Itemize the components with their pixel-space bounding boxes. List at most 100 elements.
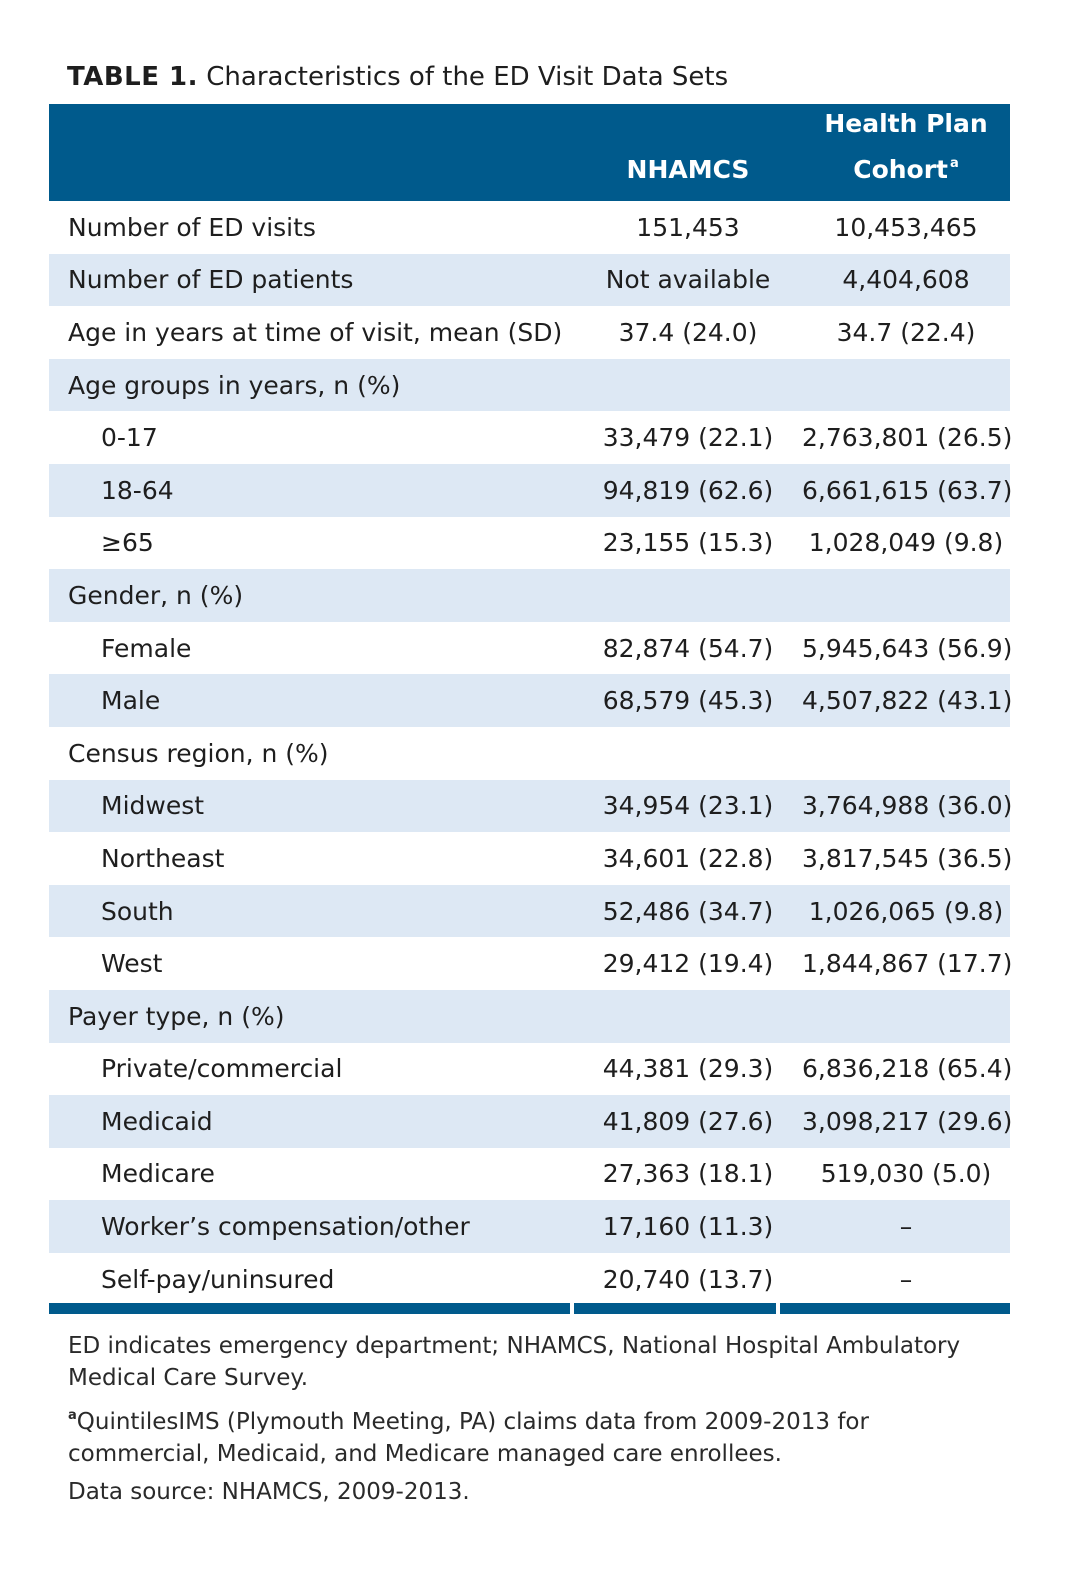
section-label: Payer type, n (%) [68,1001,285,1031]
health-plan-value: 3,817,545 (36.5) [802,843,1013,873]
table-bottom-rule [49,1303,1010,1314]
row-label: Number of ED patients [68,265,354,295]
nhamcs-value: 27,363 (18.1) [602,1159,774,1189]
abbreviations-note: ED indicates emergency department; NHAMC… [68,1333,961,1391]
nhamcs-value: Not available [605,265,771,295]
health-plan-value [802,727,1010,780]
table-caption: TABLE 1. Characteristics of the ED Visit… [67,62,728,92]
nhamcs-value: 94,819 (62.6) [602,475,774,505]
rule-gap [570,1303,574,1314]
row-label: Male [101,686,161,716]
section-row: Gender, n (%) [49,569,1010,622]
health-plan-value: 10,453,465 [834,212,978,242]
table-row: Number of ED visits 151,453 10,453,465 [49,201,1010,254]
row-label: Medicare [101,1159,215,1189]
health-plan-value: – [899,1264,913,1294]
health-plan-value: 6,661,615 (63.7) [802,475,1013,505]
footnote-a-text: QuintilesIMS (Plymouth Meeting, PA) clai… [68,1409,869,1467]
table-row: West 29,412 (19.4) 1,844,867 (17.7) [49,937,1013,990]
nhamcs-value: 33,479 (22.1) [602,423,774,453]
section-label: Age groups in years, n (%) [68,370,401,400]
health-plan-value: 1,028,049 (9.8) [808,528,1004,558]
health-plan-value [802,569,1010,622]
footnote-a: aQuintilesIMS (Plymouth Meeting, PA) cla… [68,1400,1008,1470]
nhamcs-value: 151,453 [636,212,740,242]
health-plan-value: 1,844,867 (17.7) [802,949,1013,979]
nhamcs-value [574,727,802,780]
nhamcs-value [574,569,802,622]
table-row: Northeast 34,601 (22.8) 3,817,545 (36.5) [49,832,1013,885]
table-label: TABLE 1. [67,62,199,92]
header-blank [49,104,574,201]
data-source-note: Data source: NHAMCS, 2009-2013. [68,1479,470,1505]
header-nhamcs: NHAMCS [626,155,750,184]
section-row: Age groups in years, n (%) [49,358,1010,412]
health-plan-value: 3,098,217 (29.6) [802,1106,1013,1136]
row-label: Midwest [101,791,205,821]
row-label: Medicaid [101,1106,213,1136]
health-plan-value [802,359,1010,412]
row-label: Self-pay/uninsured [101,1264,335,1294]
health-plan-value: 5,945,643 (56.9) [802,633,1013,663]
nhamcs-value: 23,155 (15.3) [602,528,774,558]
table-title: Characteristics of the ED Visit Data Set… [206,62,729,92]
row-label: West [101,949,163,979]
health-plan-value: 34.7 (22.4) [836,317,976,347]
table-row: Midwest 34,954 (23.1) 3,764,988 (36.0) [49,779,1013,833]
health-plan-value [802,990,1010,1043]
health-plan-value: 2,763,801 (26.5) [802,423,1013,453]
health-plan-value: 3,764,988 (36.0) [802,791,1013,821]
row-label: Age in years at time of visit, mean (SD) [68,317,563,347]
table-row: Self-pay/uninsured 20,740 (13.7) – [49,1253,1010,1306]
table-row: Worker’s compensation/other 17,160 (11.3)… [49,1200,1010,1253]
table-row: Medicaid 41,809 (27.6) 3,098,217 (29.6) [49,1095,1013,1148]
table-row: 0-17 33,479 (22.1) 2,763,801 (26.5) [49,411,1013,464]
footnote-marker-a: a [950,156,959,171]
table-row: South 52,486 (34.7) 1,026,065 (9.8) [49,884,1010,938]
row-label: ≥65 [101,528,154,558]
nhamcs-value: 68,579 (45.3) [602,686,774,716]
nhamcs-value: 20,740 (13.7) [602,1264,774,1294]
row-label: Worker’s compensation/other [101,1212,470,1242]
nhamcs-value: 41,809 (27.6) [602,1106,774,1136]
nhamcs-value: 37.4 (24.0) [618,317,758,347]
table-row: Age in years at time of visit, mean (SD)… [49,306,1010,359]
nhamcs-value: 82,874 (54.7) [602,633,774,663]
nhamcs-value: 34,601 (22.8) [602,843,774,873]
table-row: Medicare 27,363 (18.1) 519,030 (5.0) [49,1148,1010,1201]
section-label: Census region, n (%) [68,738,329,768]
nhamcs-value [574,359,802,412]
nhamcs-value: 17,160 (11.3) [602,1212,774,1242]
footnote-a-marker: a [68,1408,77,1423]
characteristics-table: NHAMCS Health Plan Cohort a Number of ED … [49,104,1013,1306]
table-row: Male 68,579 (45.3) 4,507,822 (43.1) [49,674,1013,727]
row-label: 0-17 [101,423,158,453]
row-label: Female [101,633,192,663]
section-label: Gender, n (%) [68,580,244,610]
health-plan-value: 4,507,822 (43.1) [802,686,1013,716]
section-row: Census region, n (%) [49,727,1010,780]
row-label: 18-64 [101,475,174,505]
table-header-row: NHAMCS Health Plan Cohort a [49,104,1010,201]
health-plan-value: 519,030 (5.0) [820,1159,992,1189]
row-label: Private/commercial [101,1054,343,1084]
header-health-plan-line2: Cohort [853,155,948,184]
table-row: Female 82,874 (54.7) 5,945,643 (56.9) [49,622,1013,675]
health-plan-value: 4,404,608 [842,265,970,295]
nhamcs-value: 34,954 (23.1) [602,791,774,821]
table-row: Private/commercial 44,381 (29.3) 6,836,218… [49,1043,1013,1096]
row-label: Northeast [101,843,225,873]
section-row: Payer type, n (%) [49,989,1010,1043]
rule-gap [776,1303,780,1314]
nhamcs-value: 29,412 (19.4) [602,949,774,979]
nhamcs-value: 52,486 (34.7) [602,896,774,926]
health-plan-value: 6,836,218 (65.4) [802,1054,1013,1084]
row-label: Number of ED visits [68,212,316,242]
nhamcs-value: 44,381 (29.3) [602,1054,774,1084]
row-label: South [101,896,174,926]
health-plan-value: – [899,1212,913,1242]
health-plan-value: 1,026,065 (9.8) [808,896,1004,926]
table-notes: ED indicates emergency department; NHAMC… [68,1330,1008,1514]
table-row: Number of ED patients Not available 4,404,… [49,253,1010,307]
nhamcs-value [574,990,802,1043]
